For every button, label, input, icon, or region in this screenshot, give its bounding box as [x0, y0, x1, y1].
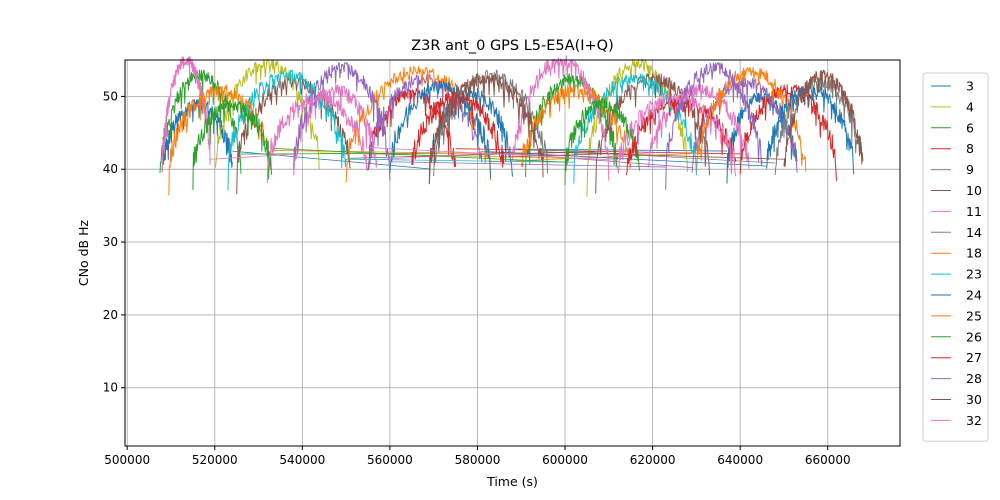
legend-entry-9: 9: [931, 162, 974, 177]
legend-label: 9: [966, 162, 974, 177]
y-axis-label: CNo dB Hz: [76, 219, 91, 286]
series-pass: [161, 56, 211, 173]
legend-label: 24: [966, 288, 982, 303]
x-tick-label: 660000: [805, 453, 851, 467]
x-tick-label: 520000: [192, 453, 238, 467]
series-pass: [266, 91, 369, 184]
legend-label: 27: [966, 350, 982, 365]
legend: 3 4 6 8 9 10 11 14 18 23 24 25 26 27 28 30 32: [922, 72, 989, 442]
series-pass: [564, 98, 640, 186]
tick-layer: 500000 520000 540000 560000 580000 600000 6200…: [103, 89, 851, 467]
x-tick-label: 620000: [630, 453, 676, 467]
legend-label: 32: [966, 413, 982, 428]
y-tick-label: 10: [103, 381, 118, 395]
series-pass: [411, 91, 505, 168]
series-pass: [161, 98, 233, 172]
legend-entry-3: 3: [931, 79, 974, 94]
legend-entry-10: 10: [931, 183, 982, 198]
legend-box: [922, 72, 989, 442]
series-gap-connector: [547, 149, 776, 164]
legend-entry-27: 27: [931, 350, 982, 365]
series-pass: [367, 73, 483, 169]
legend-label: 26: [966, 329, 982, 344]
legend-entry-26: 26: [931, 329, 982, 344]
series-pass: [227, 69, 347, 191]
series-pass: [665, 62, 763, 190]
series-gap-connector: [367, 147, 618, 161]
legend-label: 30: [966, 392, 982, 407]
series-gap-connector: [350, 151, 596, 159]
chart-title: Z3R ant_0 GPS L5-E5A(I+Q): [411, 38, 613, 54]
legend-entry-32: 32: [931, 413, 982, 428]
y-tick-label: 50: [103, 89, 118, 103]
x-tick-label: 500000: [104, 453, 150, 467]
series-gap-connector: [543, 151, 784, 160]
legend-label: 3: [966, 79, 974, 94]
x-tick-label: 580000: [455, 453, 501, 467]
series-gap-connector: [346, 158, 574, 163]
legend-entry-25: 25: [931, 308, 982, 323]
legend-label: 18: [966, 246, 982, 261]
legend-label: 8: [966, 141, 974, 156]
x-tick-label: 540000: [279, 453, 325, 467]
legend-label: 10: [966, 183, 982, 198]
series-pass: [367, 88, 457, 170]
y-tick-label: 40: [103, 162, 118, 176]
series-pass: [293, 62, 391, 181]
series-11: [161, 55, 750, 181]
legend-label: 6: [966, 120, 974, 135]
series-layer: [159, 55, 864, 197]
y-tick-label: 30: [103, 235, 118, 249]
series-pass: [695, 66, 807, 173]
legend-label: 23: [966, 267, 982, 282]
x-tick-label: 560000: [367, 453, 413, 467]
series-pass: [389, 80, 492, 179]
series-gap-connector: [389, 161, 666, 168]
series-pass: [428, 73, 544, 185]
series-pass: [214, 58, 321, 170]
series-pass: [625, 95, 737, 176]
x-tick-label: 640000: [717, 453, 763, 467]
series-28: [293, 62, 763, 190]
series-26: [192, 98, 640, 190]
series-pass: [345, 66, 492, 183]
legend-label: 25: [966, 308, 982, 323]
legend-entry-11: 11: [931, 204, 982, 219]
series-pass: [512, 55, 610, 181]
legend-label: 14: [966, 225, 982, 240]
series-pass: [520, 84, 632, 169]
plot-frame: [124, 59, 901, 447]
series-pass: [783, 69, 864, 168]
series-pass: [617, 91, 737, 177]
legend-entry-24: 24: [931, 288, 982, 303]
series-gap-connector: [210, 153, 294, 160]
legend-entry-4: 4: [931, 99, 974, 114]
legend-label: 4: [966, 99, 974, 114]
legend-label: 28: [966, 371, 982, 386]
legend-entry-30: 30: [931, 392, 982, 407]
legend-entry-6: 6: [931, 120, 974, 135]
x-axis-label: Time (s): [486, 474, 538, 489]
legend-entry-18: 18: [931, 246, 982, 261]
y-tick-label: 20: [103, 308, 118, 322]
legend-label: 11: [966, 204, 982, 219]
series-gap-connector: [271, 147, 566, 163]
legend-entry-8: 8: [931, 141, 974, 156]
legend-entry-23: 23: [931, 267, 982, 282]
legend-entry-14: 14: [931, 225, 982, 240]
series-30: [428, 69, 864, 185]
series-pass: [647, 84, 750, 169]
series-pass: [192, 99, 273, 190]
series-pass: [739, 84, 837, 181]
legend-entry-28: 28: [931, 371, 982, 386]
x-tick-label: 600000: [542, 453, 588, 467]
series-32: [266, 91, 737, 184]
